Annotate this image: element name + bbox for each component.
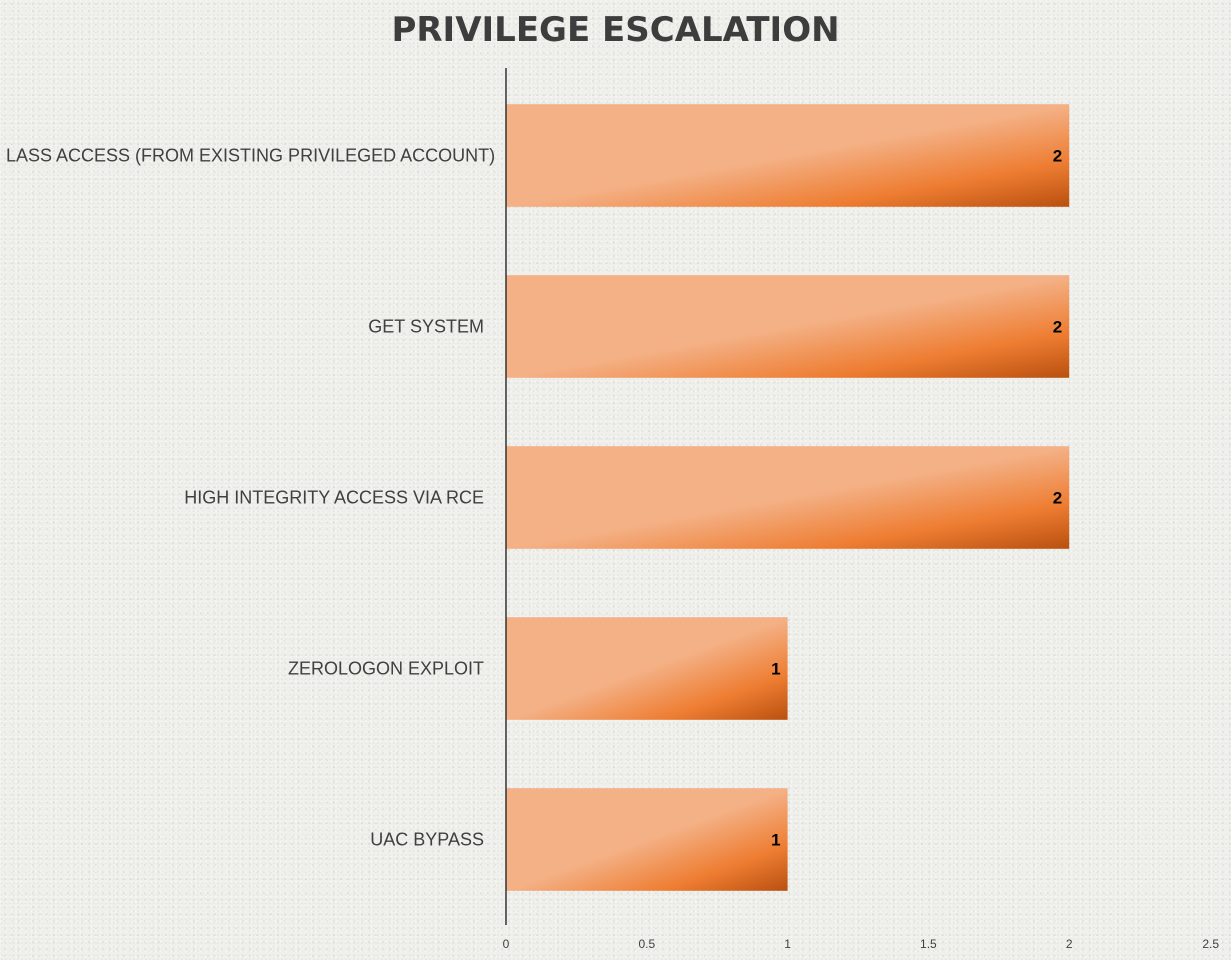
bars-layer: 2 2 2 1 1 — [506, 104, 1070, 891]
data-label: 1 — [771, 831, 780, 850]
x-axis-ticks: 0 0.5 1 1.5 2 2.5 — [503, 937, 1220, 951]
data-label: 1 — [771, 660, 780, 679]
bar — [506, 788, 788, 891]
category-label: HIGH INTEGRITY ACCESS VIA RCE — [184, 488, 484, 508]
data-label: 2 — [1053, 147, 1062, 166]
bar — [506, 104, 1070, 207]
bar — [506, 446, 1070, 549]
x-tick-label: 2.5 — [1202, 937, 1219, 951]
chart-title: PRIVILEGE ESCALATION — [391, 10, 840, 50]
category-label: GET SYSTEM — [368, 317, 484, 337]
bar — [506, 617, 788, 720]
data-label: 2 — [1053, 489, 1062, 508]
category-label: UAC BYPASS — [370, 830, 484, 850]
x-tick-label: 2 — [1066, 937, 1073, 951]
x-tick-label: 1 — [784, 937, 791, 951]
x-tick-label: 1.5 — [920, 937, 937, 951]
category-label: LASS ACCESS (FROM EXISTING PRIVILEGED AC… — [6, 146, 495, 166]
category-labels: LASS ACCESS (FROM EXISTING PRIVILEGED AC… — [6, 146, 495, 850]
category-label: ZEROLOGON EXPLOIT — [288, 659, 484, 679]
x-tick-label: 0.5 — [638, 937, 655, 951]
x-tick-label: 0 — [503, 937, 510, 951]
bar — [506, 275, 1070, 378]
data-label: 2 — [1053, 318, 1062, 337]
